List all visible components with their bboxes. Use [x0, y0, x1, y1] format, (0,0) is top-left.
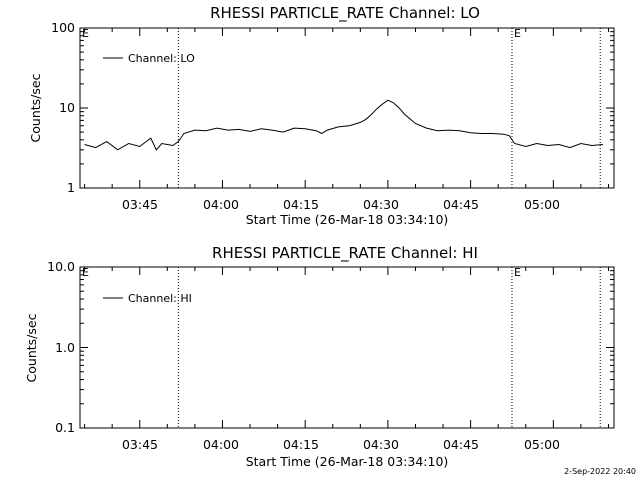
panel-lo-marker-label: E — [82, 27, 89, 40]
panel-lo-xtick-label: 04:45 — [443, 197, 479, 212]
panel-hi-ytick-label: 0.1 — [55, 420, 75, 435]
panel-hi: RHESSI PARTICLE_RATE Channel: HI 10.0 1.… — [24, 244, 615, 469]
panel-hi-ytick-label: 1.0 — [55, 340, 75, 355]
panel-lo-legend-label: Channel: LO — [128, 52, 195, 65]
panel-hi-marker-label: E — [82, 266, 89, 279]
panel-lo-marker-label: E — [514, 27, 521, 40]
panel-hi-xtick-label: 04:30 — [363, 437, 399, 452]
panel-hi-y-axis-title: Counts/sec — [24, 313, 39, 382]
panel-lo-ytick-label: 1 — [67, 180, 75, 195]
panel-lo-ytick-label: 100 — [51, 20, 75, 35]
panel-lo-xtick-label: 04:30 — [363, 197, 399, 212]
panel-hi-x-axis-title: Start Time (26-Mar-18 03:34:10) — [246, 454, 449, 469]
panel-hi-markers: E — [177, 266, 601, 428]
panel-lo-series — [84, 99, 604, 151]
panel-hi-marker-label: E — [514, 266, 521, 279]
panel-lo-markers: E — [177, 27, 601, 188]
panel-hi-xtick-label: 04:15 — [283, 437, 319, 452]
panel-lo-y-axis-title: Counts/sec — [28, 73, 43, 142]
panel-hi-xtick-label: 05:00 — [524, 437, 560, 452]
panel-lo-xtick-label: 04:00 — [203, 197, 239, 212]
panel-lo-xtick-label: 04:15 — [283, 197, 319, 212]
panel-lo-title: RHESSI PARTICLE_RATE Channel: LO — [210, 4, 480, 23]
panel-lo-ytick-label: 10 — [59, 100, 75, 115]
panel-lo-series-line — [84, 99, 604, 151]
panel-hi-ytick-label: 10.0 — [47, 259, 75, 274]
panel-hi-xtick-label: 04:00 — [203, 437, 239, 452]
panel-hi-ticks — [80, 267, 614, 429]
panel-lo-ticks — [80, 28, 614, 189]
panel-hi-legend-label: Channel: HI — [128, 292, 192, 305]
panel-lo-xtick-label: 05:00 — [524, 197, 560, 212]
footer-date-stamp: 2-Sep-2022 20:40 — [564, 467, 636, 476]
panel-lo: RHESSI PARTICLE_RATE Channel: LO 100 10 … — [28, 4, 615, 227]
panel-lo-xtick-label: 03:45 — [122, 197, 158, 212]
panel-lo-x-axis-title: Start Time (26-Mar-18 03:34:10) — [246, 212, 449, 227]
panel-hi-xtick-label: 04:45 — [443, 437, 479, 452]
panel-hi-xtick-label: 03:45 — [122, 437, 158, 452]
panel-hi-title: RHESSI PARTICLE_RATE Channel: HI — [212, 244, 478, 263]
